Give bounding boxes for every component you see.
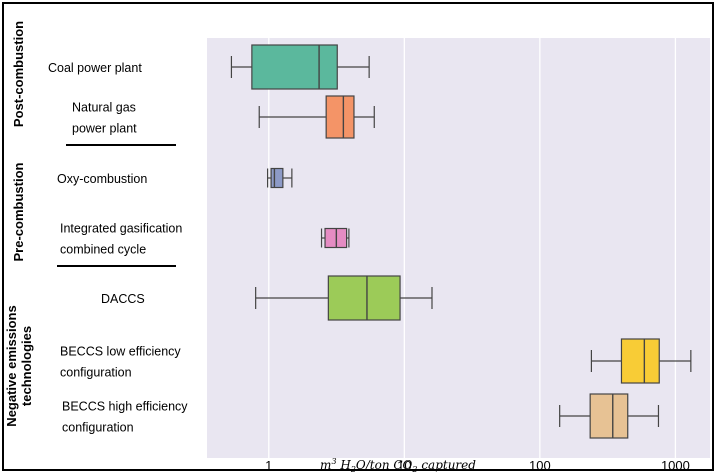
box-natural-gas xyxy=(258,95,375,139)
group-labels: Post-combustion Pre-combustion Negative em… xyxy=(4,21,34,427)
category-label: configuration xyxy=(60,366,132,380)
x-axis-label: m3 H2O/ton CO2 captured xyxy=(320,457,476,474)
category-label: DACCS xyxy=(101,292,145,306)
category-label: Integrated gasification xyxy=(60,222,182,236)
iqr-box xyxy=(251,44,338,90)
group-label-pre-combustion: Pre-combustion xyxy=(11,162,26,261)
iqr-box xyxy=(327,275,401,321)
category-label: Oxy-combustion xyxy=(57,172,147,186)
category-label: Natural gas xyxy=(72,101,136,115)
x-tick-labels: 1 10 100 1000 xyxy=(265,458,690,473)
x-tick-label: 10 xyxy=(397,458,411,473)
iqr-box xyxy=(270,167,284,189)
category-label: configuration xyxy=(62,421,134,435)
box-beccs-high-efficiency xyxy=(559,393,660,439)
box-beccs-low-efficiency xyxy=(590,338,692,384)
category-label: BECCS high efficiency xyxy=(62,400,188,414)
category-label: BECCS low efficiency xyxy=(60,345,181,359)
x-tick-label: 1 xyxy=(265,458,272,473)
iqr-box xyxy=(325,95,355,139)
figure-frame xyxy=(2,2,714,471)
category-label: combined cycle xyxy=(60,243,146,257)
x-tick-label: 100 xyxy=(529,458,551,473)
box-daccs xyxy=(255,275,433,321)
x-tick-label: 1000 xyxy=(661,458,690,473)
category-label: Coal power plant xyxy=(48,61,142,75)
plot-background xyxy=(207,38,710,458)
box-integrated-gasification xyxy=(320,227,350,249)
iqr-box xyxy=(620,338,660,384)
category-labels: Coal power plant Natural gas power plant Ox… xyxy=(48,61,188,435)
box-coal-power-plant xyxy=(230,44,370,90)
grid-lines xyxy=(268,38,677,458)
boxes xyxy=(230,44,692,439)
box-oxy-combustion xyxy=(267,167,293,189)
group-label-negative-emissions: Negative emissionstechnologies xyxy=(4,305,34,426)
category-label: power plant xyxy=(72,122,137,136)
iqr-box xyxy=(589,393,629,439)
group-label-post-combustion: Post-combustion xyxy=(11,21,26,127)
